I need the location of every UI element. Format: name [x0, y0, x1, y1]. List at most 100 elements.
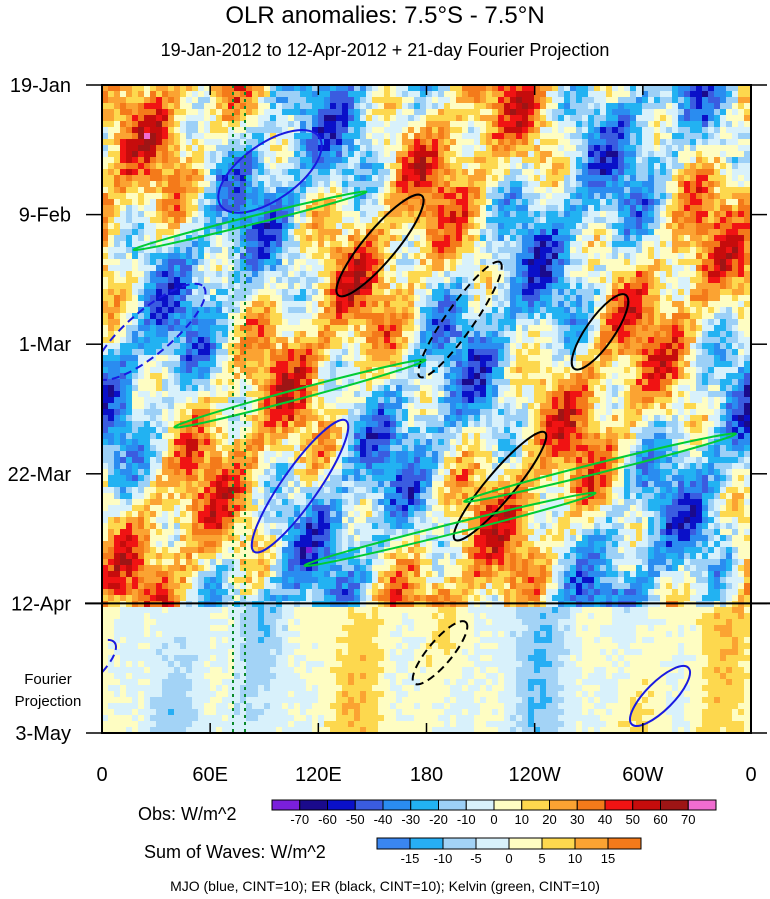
field-cell [660, 115, 667, 122]
field-cell [600, 127, 607, 134]
field-cell [636, 91, 643, 98]
field-cell [294, 121, 301, 128]
field-cell [546, 211, 553, 218]
field-cell [204, 145, 211, 152]
field-cell [432, 295, 439, 302]
field-cell [522, 355, 529, 362]
field-cell [222, 151, 229, 158]
field-cell [324, 151, 331, 158]
field-cell [624, 181, 631, 188]
field-cell [576, 163, 583, 170]
field-cell [522, 115, 529, 122]
field-cell [492, 319, 499, 326]
field-cell [432, 307, 439, 314]
field-cell [288, 133, 295, 140]
field-cell [486, 139, 493, 146]
field-cell [282, 199, 289, 206]
field-cell [690, 97, 697, 104]
field-cell [528, 187, 535, 194]
field-cell [180, 103, 187, 110]
field-cell [636, 289, 643, 296]
field-cell [564, 127, 571, 134]
field-cell [306, 337, 313, 344]
field-cell [696, 319, 703, 326]
field-cell [552, 355, 559, 362]
field-cell [546, 325, 553, 332]
field-cell [444, 295, 451, 302]
field-cell [702, 139, 709, 146]
field-cell [612, 277, 619, 284]
field-cell [708, 247, 715, 254]
field-cell [672, 331, 679, 338]
field-cell [330, 313, 337, 320]
field-cell [402, 211, 409, 218]
field-cell [504, 175, 511, 182]
field-cell [606, 175, 613, 182]
field-cell [588, 313, 595, 320]
field-cell [456, 259, 463, 266]
field-cell [342, 259, 349, 266]
field-cell [192, 91, 199, 98]
field-cell [444, 121, 451, 128]
field-cell [300, 145, 307, 152]
field-cell [264, 139, 271, 146]
field-cell [336, 151, 343, 158]
field-cell [300, 91, 307, 98]
field-cell [354, 187, 361, 194]
field-cell [552, 157, 559, 164]
field-cell [660, 121, 667, 128]
field-cell [216, 223, 223, 230]
field-cell [276, 175, 283, 182]
field-cell [654, 157, 661, 164]
field-cell [492, 115, 499, 122]
field-cell [384, 133, 391, 140]
field-cell [138, 247, 145, 254]
field-cell [192, 97, 199, 104]
field-cell [144, 115, 151, 122]
field-cell [120, 157, 127, 164]
field-cell [522, 193, 529, 200]
field-cell [120, 109, 127, 116]
field-cell [732, 277, 739, 284]
field-cell [492, 253, 499, 260]
field-cell [312, 145, 319, 152]
field-cell [354, 115, 361, 122]
field-cell [534, 187, 541, 194]
field-cell [384, 265, 391, 272]
field-cell [306, 133, 313, 140]
field-cell [744, 151, 751, 158]
field-cell [198, 103, 205, 110]
field-cell [252, 91, 259, 98]
field-cell [378, 187, 385, 194]
field-cell [564, 205, 571, 212]
field-cell [204, 229, 211, 236]
field-cell [582, 181, 589, 188]
field-cell [648, 307, 655, 314]
field-cell [372, 109, 379, 116]
field-cell [654, 217, 661, 224]
field-cell [498, 181, 505, 188]
field-cell [162, 145, 169, 152]
field-cell [540, 199, 547, 206]
field-cell [288, 349, 295, 356]
field-cell [138, 103, 145, 110]
field-cell [546, 289, 553, 296]
field-cell [690, 133, 697, 140]
field-cell [612, 181, 619, 188]
field-cell [678, 157, 685, 164]
field-cell [156, 109, 163, 116]
field-cell [600, 109, 607, 116]
field-cell [636, 217, 643, 224]
field-cell [246, 169, 253, 176]
field-cell [324, 193, 331, 200]
field-cell [168, 103, 175, 110]
field-cell [276, 337, 283, 344]
field-cell [210, 157, 217, 164]
field-cell [450, 247, 457, 254]
field-cell [126, 127, 133, 134]
field-cell [696, 169, 703, 176]
field-cell [192, 355, 199, 362]
field-cell [618, 241, 625, 248]
field-cell [258, 307, 265, 314]
field-cell [414, 139, 421, 146]
